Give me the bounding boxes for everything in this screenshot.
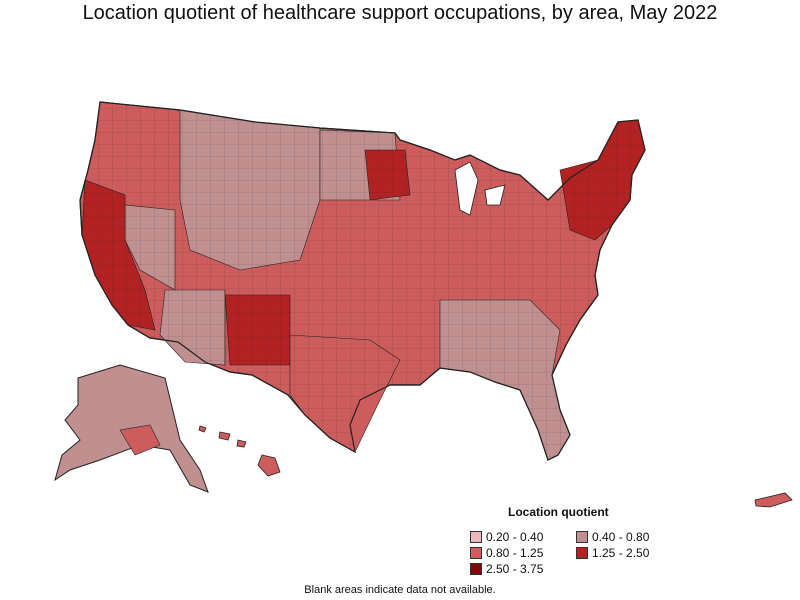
- legend-item-2: 0.80 - 1.25: [470, 546, 543, 560]
- legend-swatch: [576, 531, 588, 543]
- hawaii-shape: [198, 425, 281, 477]
- great-lakes: [454, 161, 506, 216]
- legend-swatch: [576, 547, 588, 559]
- legend-item-4: 2.50 - 3.75: [470, 562, 543, 576]
- legend-label: 0.40 - 0.80: [592, 530, 650, 544]
- legend-title: Location quotient: [508, 505, 609, 519]
- legend-swatch: [470, 531, 482, 543]
- legend-item-3: 1.25 - 2.50: [576, 546, 649, 560]
- puerto-rico-shape: [754, 492, 793, 508]
- map-title: Location quotient of healthcare support …: [82, 2, 718, 24]
- legend-label: 1.25 - 2.50: [592, 546, 650, 560]
- legend-label: 2.50 - 3.75: [486, 562, 544, 576]
- legend-swatch: [470, 547, 482, 559]
- legend-item-0: 0.20 - 0.40: [470, 530, 543, 544]
- alaska-southeast-region: [119, 424, 161, 456]
- legend-label: 0.80 - 1.25: [486, 546, 544, 560]
- legend-swatch: [470, 563, 482, 575]
- legend-label: 0.20 - 0.40: [486, 530, 544, 544]
- legend-item-1: 0.40 - 0.80: [576, 530, 649, 544]
- footnote: Blank areas indicate data not available.: [304, 584, 496, 596]
